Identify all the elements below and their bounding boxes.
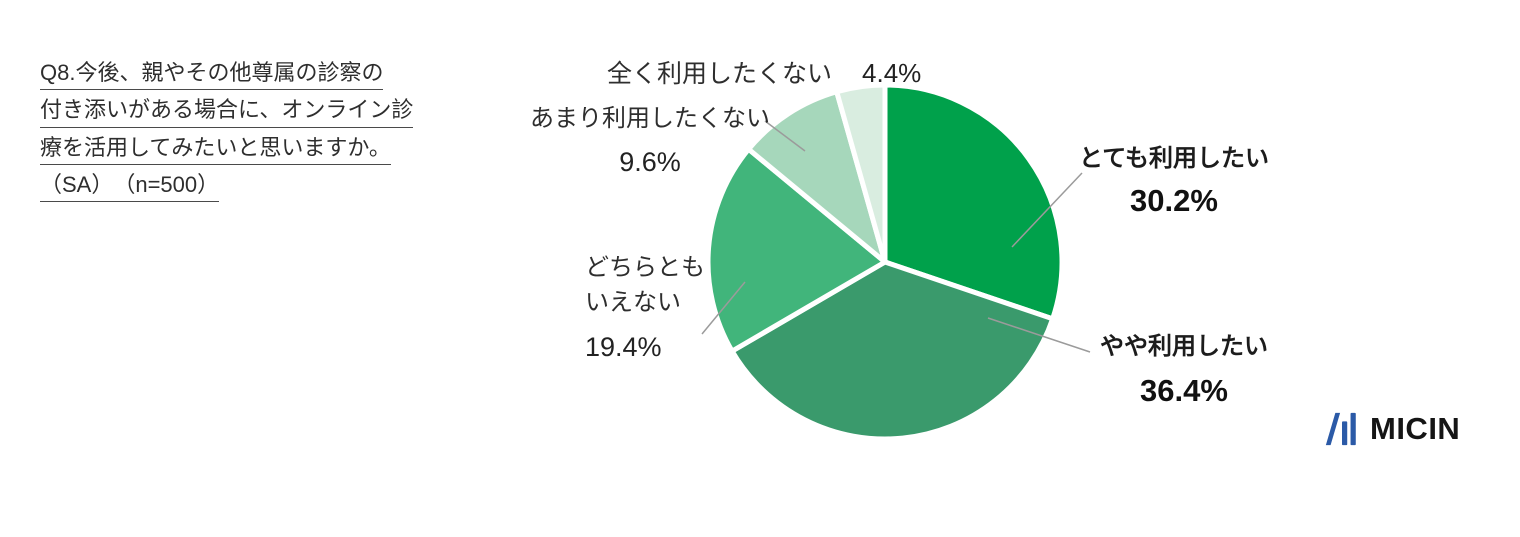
label-not-really-want: あまり利用したくない 9.6%	[530, 98, 770, 178]
slice-percent: 9.6%	[619, 147, 681, 177]
micin-logo-icon	[1325, 412, 1356, 446]
leader-line-dochira	[701, 281, 746, 335]
leader-line-amari	[764, 120, 806, 152]
question-line-text: 療を活用してみたいと思いますか。	[40, 135, 391, 165]
pie-slices	[705, 82, 1065, 442]
slice-label: あまり利用したくない	[530, 105, 770, 132]
leader-line-yaya	[987, 317, 1091, 353]
leader-lines	[701, 120, 1091, 353]
micin-logo-text: MICIN	[1370, 411, 1461, 446]
label-somewhat-want: やや利用したい 36.4%	[1078, 326, 1290, 409]
label-not-at-all: 全く利用したくない 4.4%	[607, 54, 921, 90]
label-neither: どちらとも いえない 19.4%	[585, 250, 705, 363]
label-very-want: とても利用したい 30.2%	[1058, 138, 1290, 219]
slice-label: どちらとも	[585, 254, 705, 281]
pie-slice-2	[705, 146, 888, 354]
leader-line-totemo	[1011, 172, 1083, 248]
slice-percent: 19.4%	[585, 332, 662, 362]
slice-percent: 30.2%	[1130, 183, 1218, 218]
question-line-text: Q8.今後、親やその他尊属の診察の	[40, 60, 384, 91]
question-line: Q8.今後、親やその他尊属の診察の	[40, 60, 413, 91]
question-line: 付き添いがある場合に、オンライン診	[40, 97, 414, 128]
pie-slice-4	[834, 82, 888, 265]
pie-slice-0	[882, 82, 1065, 322]
slice-label: やや利用したい	[1100, 333, 1268, 360]
slice-percent: 4.4%	[862, 58, 922, 88]
question-line-text: （SA） （n=500）	[40, 172, 220, 203]
micin-logo: MICIN	[1323, 410, 1460, 448]
question-line: 療を活用してみたいと思いますか。	[40, 135, 413, 165]
slice-label: 全く利用したくない	[607, 60, 833, 88]
question-line: （SA） （n=500）	[40, 172, 413, 203]
slice-label: とても利用したい	[1078, 145, 1270, 172]
slice-percent: 36.4%	[1140, 373, 1228, 408]
question-line-text: 付き添いがある場合に、オンライン診	[40, 97, 414, 128]
question-text: Q8.今後、親やその他尊属の診察の 付き添いがある場合に、オンライン診 療を活用…	[40, 60, 414, 209]
slice-label: いえない	[585, 289, 681, 316]
